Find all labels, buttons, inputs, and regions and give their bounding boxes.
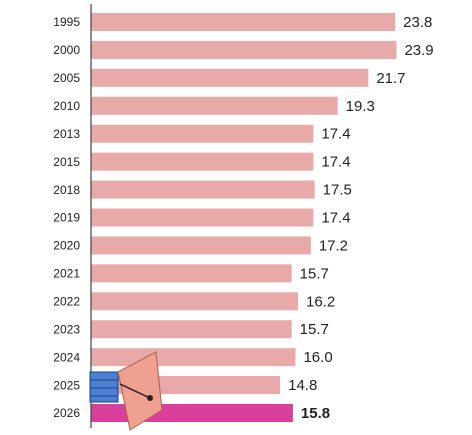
value-label: 15.8: [301, 405, 330, 422]
y-tick-label: 2020: [53, 239, 80, 253]
y-tick-label: 2022: [53, 294, 80, 308]
value-label: 17.4: [321, 209, 350, 226]
bar: [91, 404, 293, 422]
y-tick-label: 2018: [53, 183, 80, 197]
value-label: 21.7: [376, 70, 405, 87]
bar: [91, 13, 395, 31]
value-label: 17.5: [323, 182, 352, 199]
bar: [91, 209, 313, 227]
y-tick-label: 2010: [53, 99, 80, 113]
bar: [91, 348, 295, 366]
y-tick-label: 2025: [53, 378, 80, 392]
y-tick-label: 2000: [53, 43, 80, 57]
value-label: 19.3: [346, 98, 375, 115]
y-tick-label: 2015: [53, 155, 80, 169]
plot-area: 1995 23.8 2000 23.9 2005 21.7 2010 19.3 2013 17.4…: [53, 13, 433, 422]
bar: [91, 264, 292, 282]
bar: [91, 236, 311, 254]
chart: 1995 23.8 2000 23.9 2005 21.7 2010 19.3 2013 17.4…: [0, 0, 472, 435]
bar: [91, 153, 313, 171]
y-tick-label: 1995: [53, 15, 80, 29]
bar: [91, 69, 368, 87]
bar: [91, 181, 315, 199]
value-label: 16.0: [303, 349, 332, 366]
value-label: 14.8: [288, 377, 317, 394]
y-tick-label: 2021: [53, 267, 80, 281]
value-label: 15.7: [300, 321, 329, 338]
bar: [91, 41, 396, 59]
bar: [91, 292, 298, 310]
y-tick-label: 2024: [53, 350, 80, 364]
y-tick-label: 2023: [53, 322, 80, 336]
y-tick-label: 2013: [53, 127, 80, 141]
value-label: 23.9: [404, 42, 433, 59]
value-label: 17.4: [321, 126, 350, 143]
value-label: 23.8: [403, 14, 432, 31]
value-label: 17.2: [319, 237, 348, 254]
value-label: 17.4: [321, 154, 350, 171]
y-tick-label: 2005: [53, 71, 80, 85]
bar: [91, 97, 338, 115]
y-tick-label: 2019: [53, 211, 80, 225]
bar: [91, 125, 313, 143]
value-label: 15.7: [300, 265, 329, 282]
y-tick-label: 2026: [53, 406, 80, 420]
value-label: 16.2: [306, 293, 335, 310]
bar: [91, 320, 292, 338]
